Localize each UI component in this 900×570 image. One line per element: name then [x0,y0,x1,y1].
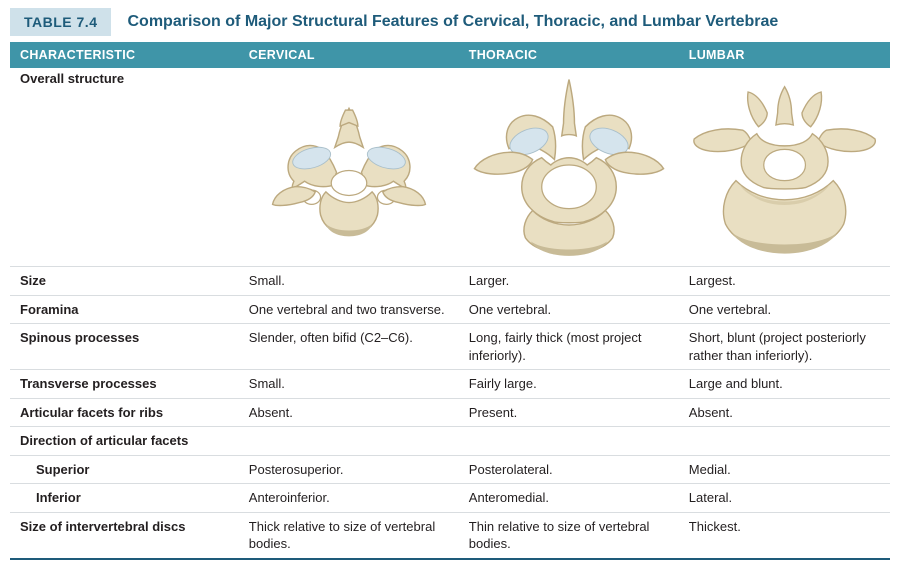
label-transverse: Transverse processes [10,370,239,399]
row-rib-facets: Articular facets for ribs Absent. Presen… [10,398,890,427]
inferior-thoracic: Anteromedial. [459,484,679,513]
size-thoracic: Larger. [459,267,679,296]
lumbar-vertebra-icon [689,70,880,260]
header-row: CHARACTERISTIC CERVICAL THORACIC LUMBAR [10,42,890,68]
cervical-vertebra-icon [269,90,429,260]
comparison-table: CHARACTERISTIC CERVICAL THORACIC LUMBAR … [10,42,890,560]
row-inferior: Inferior Anteroinferior. Anteromedial. L… [10,484,890,513]
col-characteristic: CHARACTERISTIC [10,42,239,68]
row-spinous: Spinous processes Slender, often bifid (… [10,324,890,370]
col-cervical: CERVICAL [239,42,459,68]
inferior-lumbar: Lateral. [679,484,890,513]
row-size: Size Small. Larger. Largest. [10,267,890,296]
foramina-lumbar: One vertebral. [679,295,890,324]
label-foramina: Foramina [10,295,239,324]
disc-cervical: Thick relative to size of vertebral bodi… [239,512,459,559]
table-container: TABLE 7.4 Comparison of Major Structural… [0,0,900,570]
superior-cervical: Posterosuperior. [239,455,459,484]
spinous-thoracic: Long, fairly thick (most project inferio… [459,324,679,370]
row-overall-structure: Overall structure [10,68,890,267]
size-lumbar: Largest. [679,267,890,296]
disc-thoracic: Thin relative to size of vertebral bodie… [459,512,679,559]
label-rib-facets: Articular facets for ribs [10,398,239,427]
thoracic-vertebra-icon [469,70,669,260]
label-overall-structure: Overall structure [10,68,239,267]
label-inferior: Inferior [10,484,239,513]
col-lumbar: LUMBAR [679,42,890,68]
title-row: TABLE 7.4 Comparison of Major Structural… [10,8,890,36]
row-articular-heading: Direction of articular facets [10,427,890,456]
img-cervical [239,68,459,267]
disc-lumbar: Thickest. [679,512,890,559]
img-thoracic [459,68,679,267]
table-title: Comparison of Major Structural Features … [127,13,778,31]
table-badge: TABLE 7.4 [10,8,111,36]
transverse-lumbar: Large and blunt. [679,370,890,399]
label-disc-size: Size of intervertebral discs [10,512,239,559]
spinous-lumbar: Short, blunt (project posteriorly rather… [679,324,890,370]
label-spinous: Spinous processes [10,324,239,370]
size-cervical: Small. [239,267,459,296]
row-transverse: Transverse processes Small. Fairly large… [10,370,890,399]
transverse-cervical: Small. [239,370,459,399]
inferior-cervical: Anteroinferior. [239,484,459,513]
label-superior: Superior [10,455,239,484]
row-disc-size: Size of intervertebral discs Thick relat… [10,512,890,559]
label-size: Size [10,267,239,296]
superior-thoracic: Posterolateral. [459,455,679,484]
foramina-cervical: One vertebral and two transverse. [239,295,459,324]
spinous-cervical: Slender, often bifid (C2–C6). [239,324,459,370]
img-lumbar [679,68,890,267]
ribfacets-lumbar: Absent. [679,398,890,427]
transverse-thoracic: Fairly large. [459,370,679,399]
label-articular-heading: Direction of articular facets [10,427,239,456]
ribfacets-thoracic: Present. [459,398,679,427]
row-foramina: Foramina One vertebral and two transvers… [10,295,890,324]
col-thoracic: THORACIC [459,42,679,68]
row-superior: Superior Posterosuperior. Posterolateral… [10,455,890,484]
foramina-thoracic: One vertebral. [459,295,679,324]
ribfacets-cervical: Absent. [239,398,459,427]
superior-lumbar: Medial. [679,455,890,484]
